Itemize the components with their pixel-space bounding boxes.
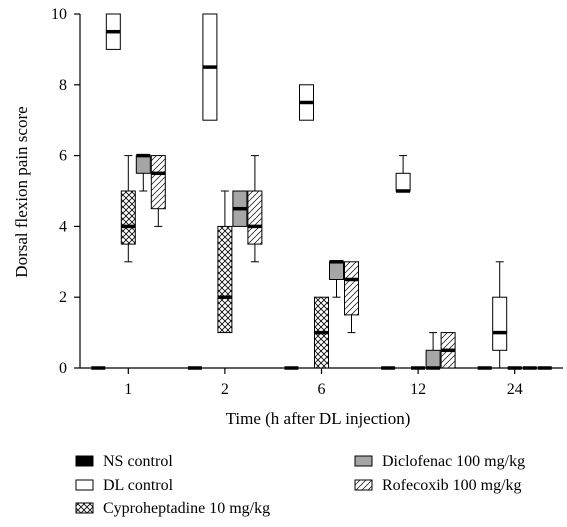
y-tick-label: 0 <box>59 360 67 377</box>
legend-item: NS control <box>75 453 173 470</box>
box <box>395 172 411 192</box>
box <box>217 225 233 334</box>
legend-label: DL control <box>103 477 174 494</box>
box-white <box>105 13 121 50</box>
box <box>150 155 166 210</box>
x-tick-label: 1 <box>124 381 132 398</box>
y-tick-label: 6 <box>59 148 67 165</box>
box-diagonal <box>344 261 359 334</box>
x-tick-label: 2 <box>221 381 229 398</box>
box <box>344 261 359 316</box>
box-gray <box>425 332 441 370</box>
legend-label: Cyproheptadine 10 mg/kg <box>103 500 270 517</box>
box-gray <box>135 153 151 192</box>
box <box>329 261 344 280</box>
box <box>425 349 441 369</box>
box-crosshatch <box>314 296 329 369</box>
legend-label: Rofecoxib 100 mg/kg <box>382 477 522 494</box>
box <box>492 296 508 351</box>
box <box>247 190 263 245</box>
legend-swatch <box>75 455 94 467</box>
box-white <box>395 155 411 193</box>
x-tick-label: 6 <box>318 381 326 398</box>
legend-swatch <box>354 455 373 467</box>
y-axis-label: Dorsal flexion pain score <box>12 106 31 277</box>
box <box>120 190 136 245</box>
y-tick-label: 2 <box>59 289 67 306</box>
y-tick-label: 8 <box>59 77 67 94</box>
legend-swatch <box>354 479 373 491</box>
legend-swatch <box>75 502 94 514</box>
box <box>135 155 151 174</box>
box-white <box>299 84 314 121</box>
box-gray <box>232 190 248 227</box>
legend: NS control DL control Cyproheptadine 10 mg… <box>75 453 525 517</box>
box-diagonal <box>440 332 456 369</box>
y-tick-label: 4 <box>59 218 67 235</box>
legend-item: Diclofenac 100 mg/kg <box>354 453 525 470</box>
box-gray <box>329 260 344 298</box>
legend-item: Cyproheptadine 10 mg/kg <box>75 500 270 517</box>
x-axis-label: Time (h after DL injection) <box>226 409 411 428</box>
box-diagonal <box>247 155 263 263</box>
x-tick-label: 12 <box>410 381 426 398</box>
box-white <box>492 261 508 369</box>
box-crosshatch <box>217 190 233 334</box>
box-crosshatch <box>120 155 136 263</box>
box-white <box>202 13 218 121</box>
x-tick-label: 24 <box>507 381 523 398</box>
legend-swatch <box>75 479 94 491</box>
legend-item: DL control <box>75 477 174 494</box>
legend-label: NS control <box>103 453 173 470</box>
legend-label: Diclofenac 100 mg/kg <box>382 453 525 470</box>
box-diagonal <box>150 155 166 227</box>
y-tick-label: 10 <box>51 6 67 23</box>
legend-item: Rofecoxib 100 mg/kg <box>354 477 522 494</box>
